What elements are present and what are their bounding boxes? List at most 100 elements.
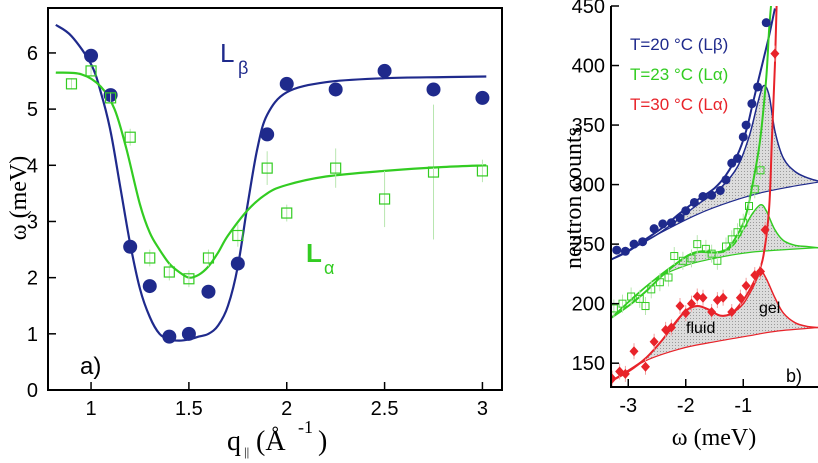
data-point-lalpha [124, 131, 136, 143]
data-point-lalpha [144, 252, 156, 264]
data-point-t20 [658, 219, 668, 229]
panel-b-plot-area [611, 6, 818, 387]
panel-a-xtick-label: 1 [85, 398, 96, 420]
panel-a-ytick-label: 1 [27, 324, 38, 346]
data-point-lbeta [201, 284, 216, 299]
data-point-t30 [756, 266, 765, 277]
panel-b-ticks: -3 -2 -1 150 200 250 300 350 400 450 [572, 0, 753, 417]
panel-b-ytick-label: 400 [572, 56, 605, 78]
data-point-t23 [664, 273, 673, 282]
panel-a-ylabel: ω (meV) [6, 156, 32, 240]
data-point-t23 [655, 278, 664, 287]
annotation-gel: gel [759, 300, 780, 317]
panel-a-xtick-label: 1.5 [175, 398, 203, 420]
data-point-t20 [689, 197, 699, 207]
data-point-t23 [635, 294, 644, 303]
data-point-lbeta [475, 90, 490, 105]
panel-a-frame [47, 7, 503, 391]
data-point-t20 [738, 132, 748, 142]
data-point-t20 [675, 213, 685, 223]
fit-line-t20 [611, 8, 776, 261]
panel-b-axes [610, 6, 818, 388]
data-point-t30 [718, 292, 728, 303]
data-point-lalpha [202, 252, 215, 264]
annotation-l-beta-main: L [220, 38, 234, 68]
data-point-t20 [649, 224, 659, 234]
data-point-lbeta [279, 76, 294, 91]
panel-a-xlabel-sub: || [244, 444, 249, 459]
panel-a-label: a) [80, 353, 101, 380]
panel-a-xtick-label: 3 [477, 398, 488, 420]
panel-a-xlabel-unit: (Å [256, 426, 286, 457]
data-point-t23 [739, 218, 748, 227]
data-point-t23 [733, 228, 742, 237]
data-point-lbeta [162, 329, 177, 344]
data-point-t30 [675, 301, 685, 312]
data-point-t30 [641, 361, 650, 372]
legend-t30: T=30 °C (Lα) [630, 95, 728, 114]
data-point-t30 [727, 306, 737, 317]
panel-a-ticks: 1 1.5 2 2.5 3 0 1 2 3 4 5 6 [27, 43, 488, 420]
peak-line-t20 [611, 84, 818, 261]
panel-b-ytick-label: 250 [572, 234, 605, 256]
fit-line-t30 [611, 6, 778, 382]
data-point-t23 [750, 185, 759, 194]
data-point-t20 [620, 246, 630, 256]
baseline-t20 [611, 181, 818, 261]
data-point-t23 [722, 242, 730, 251]
data-point-lalpha [163, 266, 175, 278]
data-point-t30 [735, 292, 745, 303]
data-point-t23 [707, 249, 716, 258]
annotation-l-alpha: L α [306, 238, 334, 278]
data-point-lbeta [328, 82, 343, 97]
data-point-t30 [741, 280, 751, 291]
fit-line-lbeta [55, 23, 487, 342]
data-point-lbeta [230, 256, 245, 271]
panel-b-ytick-label: 450 [572, 0, 605, 18]
data-point-t20 [698, 192, 708, 201]
panel-a-ytick-label: 6 [27, 43, 38, 65]
panel-b-xtick-label: -3 [619, 395, 637, 417]
panel-a-xtick-label: 2.5 [371, 398, 399, 420]
data-point-lbeta [84, 48, 99, 63]
data-point-t23 [641, 302, 650, 311]
data-point-lbeta [142, 279, 157, 294]
annotation-l-beta: L β [220, 38, 248, 78]
data-point-t23 [756, 166, 765, 175]
data-point-lalpha [476, 165, 489, 177]
data-point-lalpha [378, 193, 391, 205]
panel-b-legend: T=20 °C (Lβ) T=23 °C (Lα) T=30 °C (Lα) [630, 35, 728, 114]
annotation-l-alpha-sub: α [324, 258, 334, 278]
data-point-t30 [760, 224, 770, 235]
panel-a-ytick-label: 0 [27, 380, 38, 402]
panel-b-ytick-label: 150 [572, 353, 605, 375]
data-point-t30 [687, 298, 696, 309]
annotation-l-alpha-main: L [306, 238, 322, 268]
data-point-t30 [666, 322, 676, 333]
annotation-l-beta-sub: β [238, 58, 248, 78]
data-point-t23 [713, 256, 722, 265]
data-point-t30 [611, 373, 617, 384]
panel-a-xtick-label: 2 [281, 398, 292, 420]
data-point-lalpha [281, 207, 293, 219]
data-point-t30 [620, 368, 630, 379]
data-point-t23 [670, 252, 679, 261]
panel-a-xlabel-close: ) [318, 426, 327, 457]
data-point-t23 [701, 244, 710, 253]
data-point-t20 [761, 18, 771, 28]
data-point-t23 [627, 292, 636, 301]
panel-b-xtick-label: -2 [677, 395, 695, 417]
legend-t20: T=20 °C (Lβ) [630, 35, 728, 54]
panel-b-xlabel: ω (meV) [672, 425, 756, 451]
data-point-t30 [629, 346, 639, 357]
data-point-lalpha [85, 65, 97, 77]
data-point-t23 [687, 254, 696, 263]
data-point-lbeta [123, 239, 138, 254]
data-point-lbeta [377, 63, 392, 78]
data-point-t20 [747, 99, 757, 109]
panel-a-ytick-label: 3 [27, 211, 38, 233]
panel-a-plot-area [55, 23, 490, 344]
panel-b-ylabel: neutron counts [561, 127, 587, 269]
panel-a-xlabel-exp: -1 [298, 417, 313, 437]
